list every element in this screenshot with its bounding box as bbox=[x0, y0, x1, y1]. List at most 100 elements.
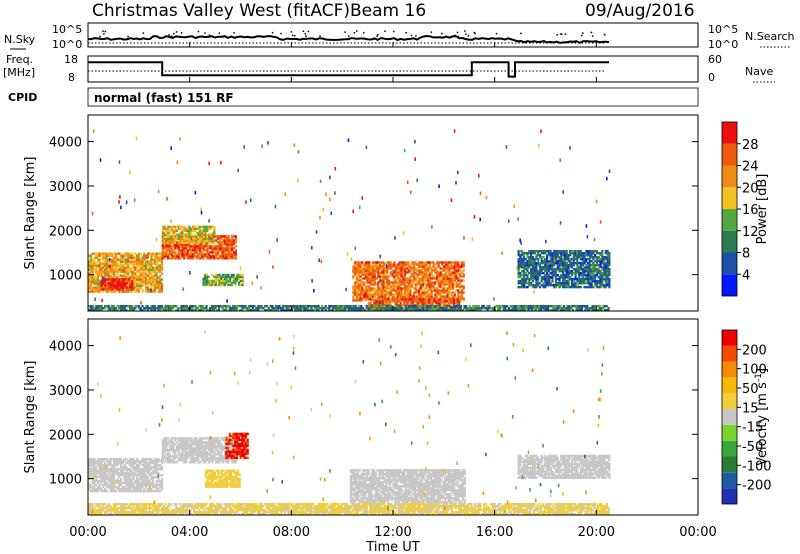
power-echo-cell bbox=[239, 309, 242, 312]
power-echo-cell bbox=[398, 285, 401, 288]
power-echo-cell bbox=[431, 309, 434, 312]
power-echo-cell bbox=[569, 258, 572, 261]
power-echo-cell bbox=[606, 278, 609, 281]
velocity-echo-cell bbox=[91, 468, 94, 471]
power-echo-cell bbox=[434, 263, 437, 266]
power-echo-cell bbox=[526, 262, 529, 265]
power-echo-cell bbox=[375, 293, 378, 296]
power-echo-cell bbox=[402, 267, 405, 270]
power-echo-cell bbox=[315, 309, 318, 312]
power-echo-cell bbox=[180, 309, 183, 312]
power-echo-cell bbox=[602, 272, 606, 275]
power-echo-cell bbox=[89, 258, 92, 261]
power-echo-cell bbox=[454, 309, 457, 312]
power-echo-cell bbox=[202, 231, 205, 234]
power-echo-cell bbox=[602, 274, 606, 277]
power-echo-cell bbox=[460, 295, 464, 298]
power-echo-cell bbox=[576, 270, 579, 273]
power-echo-cell bbox=[459, 281, 462, 284]
power-echo-cell bbox=[429, 302, 433, 305]
power-echo-cell bbox=[518, 309, 521, 312]
power-echo-cell bbox=[519, 274, 522, 277]
power-echo-cell bbox=[229, 249, 232, 252]
velocity-echo-cell bbox=[127, 478, 130, 481]
power-echo-cell bbox=[389, 291, 392, 294]
power-echo-cell bbox=[371, 298, 374, 301]
power-echo-cell bbox=[383, 304, 386, 307]
power-echo-cell bbox=[189, 309, 192, 312]
velocity-echo-cell bbox=[93, 484, 96, 487]
power-echo-cell bbox=[131, 284, 134, 287]
power-echo-cell bbox=[604, 276, 607, 279]
power-echo-cell bbox=[565, 276, 568, 279]
power-echo-cell bbox=[137, 307, 140, 310]
power-echo-cell bbox=[346, 307, 349, 310]
power-echo-cell bbox=[565, 254, 568, 257]
power-echo-cell bbox=[168, 225, 171, 228]
power-echo-cell bbox=[395, 271, 398, 274]
power-echo-cell bbox=[375, 265, 378, 268]
power-echo-cell bbox=[434, 289, 437, 292]
power-echo-cell bbox=[545, 305, 548, 308]
power-echo-cell bbox=[608, 280, 611, 283]
power-echo-cell bbox=[468, 307, 471, 310]
power-echo-cell bbox=[417, 302, 420, 305]
velocity-echo-cell bbox=[96, 472, 100, 475]
power-echo-cell bbox=[531, 272, 534, 275]
power-echo-cell bbox=[255, 309, 258, 312]
power-echo-cell bbox=[430, 287, 433, 290]
power-echo-cell bbox=[396, 275, 399, 278]
power-echo-cell bbox=[585, 260, 588, 263]
power-echo-cell bbox=[521, 284, 524, 287]
power-echo-cell bbox=[377, 283, 380, 286]
power-echo-cell bbox=[122, 288, 125, 291]
power-echo-cell bbox=[152, 268, 155, 271]
power-echo-cell bbox=[513, 305, 516, 308]
power-echo-cell bbox=[271, 305, 274, 308]
power-echo-cell bbox=[121, 274, 124, 277]
power-echo-cell bbox=[425, 291, 428, 294]
power-echo-cell bbox=[197, 225, 200, 228]
power-echo-cell bbox=[139, 252, 142, 255]
power-echo-cell bbox=[134, 256, 137, 259]
power-echo-cell bbox=[457, 269, 460, 272]
power-echo-cell bbox=[530, 276, 533, 279]
power-echo-cell bbox=[200, 305, 203, 308]
power-echo-cell bbox=[216, 237, 220, 240]
power-echo-cell bbox=[225, 275, 228, 279]
power-echo-cell bbox=[402, 231, 405, 235]
power-echo-cell bbox=[543, 309, 546, 312]
power-echo-cell bbox=[96, 307, 100, 310]
power-echo-cell bbox=[368, 267, 371, 270]
power-echo-cell bbox=[204, 253, 207, 256]
power-echo-cell bbox=[104, 252, 107, 255]
power-echo-cell bbox=[224, 255, 227, 260]
power-echo-cell bbox=[107, 278, 110, 281]
power-echo-cell bbox=[455, 281, 458, 284]
power-echo-cell bbox=[93, 278, 96, 281]
power-echo-cell bbox=[118, 264, 121, 267]
power-echo-cell bbox=[136, 268, 139, 271]
power-echo-cell bbox=[396, 265, 399, 268]
power-echo-cell bbox=[208, 251, 211, 254]
velocity-echo-cell bbox=[132, 460, 135, 463]
power-echo-cell bbox=[132, 284, 135, 287]
power-echo-cell bbox=[546, 282, 549, 285]
power-echo-cell bbox=[579, 266, 582, 269]
power-echo-cell bbox=[112, 272, 116, 275]
power-echo-cell bbox=[606, 282, 609, 285]
power-echo-cell bbox=[175, 255, 179, 258]
power-echo-cell bbox=[239, 279, 242, 283]
power-echo-cell bbox=[436, 263, 439, 266]
power-echo-cell bbox=[563, 305, 566, 308]
power-echo-cell bbox=[451, 307, 454, 310]
power-echo-cell bbox=[109, 260, 112, 263]
power-echo-cell bbox=[150, 305, 153, 308]
power-y-axis-label: Slant Range [km] bbox=[23, 157, 38, 270]
power-echo-cell bbox=[102, 284, 105, 287]
power-echo-cell bbox=[121, 305, 124, 308]
power-echo-cell bbox=[197, 245, 200, 248]
power-echo-cell bbox=[418, 309, 422, 312]
power-echo-cell bbox=[229, 243, 232, 246]
power-echo-cell bbox=[354, 263, 357, 266]
